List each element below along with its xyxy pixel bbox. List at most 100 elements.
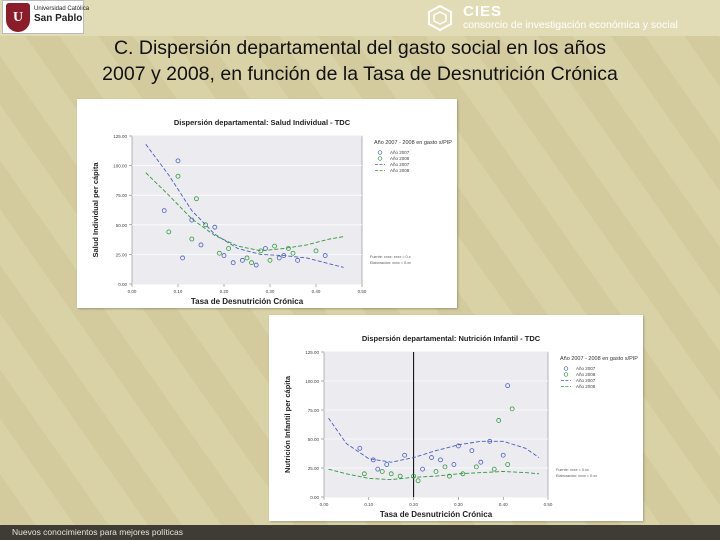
data-point — [438, 457, 443, 463]
header-bar: U Universidad Católica San Pablo CIES co… — [0, 0, 720, 36]
data-point — [212, 224, 218, 230]
chart-note: Elaboración: xxxx = 0.xx — [370, 261, 411, 265]
y-tick-label: 125.00 — [113, 134, 127, 139]
chart-note: Fuente: xxxx = 0.xx — [556, 468, 589, 472]
trend-line — [328, 417, 540, 463]
data-point — [500, 452, 506, 458]
y-tick-label: 0.00 — [310, 495, 319, 500]
x-tick-label: 0.50 — [544, 502, 553, 507]
legend-label: Año 2008 — [390, 168, 410, 173]
data-point — [295, 257, 301, 263]
slide-title-line1: C. Dispersión departamental del gasto so… — [113, 37, 607, 59]
y-axis-label: Nutrición Infantil per cápita — [283, 375, 292, 473]
data-point — [420, 466, 425, 472]
legend-title: Año 2007 - 2008 en gasto s/PIP — [374, 140, 452, 146]
slide-title: C. Dispersión departamental del gasto so… — [20, 35, 700, 87]
legend-marker — [563, 366, 569, 371]
cies-name: CIES — [463, 3, 503, 20]
legend-marker — [563, 372, 569, 377]
university-name-line2: San Pablo — [34, 13, 83, 24]
y-tick-label: 25.00 — [116, 252, 128, 257]
legend-marker — [377, 156, 383, 161]
data-point — [451, 462, 457, 467]
cies-hexagon-icon — [428, 5, 452, 31]
data-point — [402, 452, 408, 458]
trend-line — [328, 468, 540, 481]
data-point — [357, 445, 363, 451]
data-point — [290, 250, 296, 256]
x-tick-label: 0.20 — [220, 289, 229, 294]
data-point — [505, 462, 511, 467]
legend-label: Año 2007 — [576, 378, 596, 383]
data-point — [496, 418, 502, 423]
data-point — [272, 243, 278, 249]
data-point — [478, 459, 484, 465]
footer-tagline: Nuevos conocimientos para mejores políti… — [12, 527, 184, 537]
data-point — [370, 457, 376, 463]
cies-logo[interactable]: CIES consorcio de investigación económic… — [425, 2, 720, 34]
university-name-line1: Universidad Católica — [34, 6, 90, 12]
x-tick-label: 0.20 — [409, 502, 418, 507]
data-point — [216, 250, 222, 256]
chart-svg: Dispersión departamental: Nutrición Infa… — [283, 334, 638, 519]
x-tick-label: 0.50 — [358, 289, 367, 294]
trend-line — [145, 144, 344, 268]
chart-svg: Dispersión departamental: Salud Individu… — [91, 118, 452, 306]
x-tick-label: 0.10 — [174, 289, 183, 294]
data-point — [509, 406, 515, 412]
data-point — [388, 471, 394, 477]
data-point — [411, 473, 417, 479]
data-point — [203, 222, 209, 228]
data-point — [239, 257, 245, 263]
y-tick-label: 75.00 — [116, 193, 128, 198]
data-point — [375, 466, 381, 472]
y-tick-label: 25.00 — [308, 466, 320, 471]
y-tick-label: 100.00 — [113, 164, 127, 169]
university-logo[interactable]: U Universidad Católica San Pablo — [2, 0, 89, 34]
data-point — [322, 253, 328, 258]
university-crest-icon: U — [6, 3, 30, 32]
data-point — [469, 448, 475, 454]
data-point — [455, 443, 461, 449]
x-tick-label: 0.30 — [266, 289, 275, 294]
y-tick-label: 75.00 — [308, 408, 320, 413]
x-tick-label: 0.00 — [320, 502, 329, 507]
trend-line — [145, 172, 344, 252]
data-point — [429, 455, 434, 460]
data-point — [253, 262, 259, 268]
x-tick-label: 0.30 — [454, 502, 463, 507]
legend-label: Año 2008 — [390, 156, 410, 161]
chart-salud-individual: Dispersión departamental: Salud Individu… — [77, 99, 457, 308]
y-tick-label: 100.00 — [305, 379, 319, 384]
y-tick-label: 0.00 — [118, 282, 127, 287]
legend-label: Año 2007 — [390, 150, 410, 155]
data-point — [244, 255, 250, 261]
data-point — [189, 236, 195, 242]
y-tick-label: 50.00 — [116, 223, 128, 228]
slide-title-line2: 2007 y 2008, en función de la Tasa de De… — [102, 63, 618, 85]
data-point — [249, 260, 255, 266]
data-point — [415, 478, 421, 484]
data-point — [198, 242, 204, 248]
legend-title: Año 2007 - 2008 en gasto s/PIP — [560, 356, 638, 362]
cies-subtitle: consorcio de investigación económica y s… — [463, 19, 678, 31]
data-point — [226, 246, 232, 251]
data-point — [175, 158, 181, 164]
chart-note: Elaboración: xxxx = 0.xx — [556, 474, 597, 478]
data-point — [175, 173, 181, 179]
data-point — [379, 469, 385, 474]
footer-bar: Nuevos conocimientos para mejores políti… — [0, 525, 720, 540]
legend-label: Año 2007 — [576, 366, 596, 371]
data-point — [505, 383, 511, 389]
data-point — [194, 196, 199, 202]
chart-title: Dispersión departamental: Nutrición Infa… — [362, 334, 541, 343]
y-tick-label: 50.00 — [308, 437, 320, 442]
data-point — [230, 260, 236, 266]
y-axis-label: Salud Individual per cápita — [91, 162, 100, 258]
data-point — [180, 255, 185, 261]
plot-area — [131, 135, 363, 285]
data-point — [221, 253, 227, 258]
data-point — [166, 229, 172, 235]
chart-title: Dispersión departamental: Salud Individu… — [174, 118, 351, 127]
legend-label: Año 2008 — [576, 372, 596, 377]
